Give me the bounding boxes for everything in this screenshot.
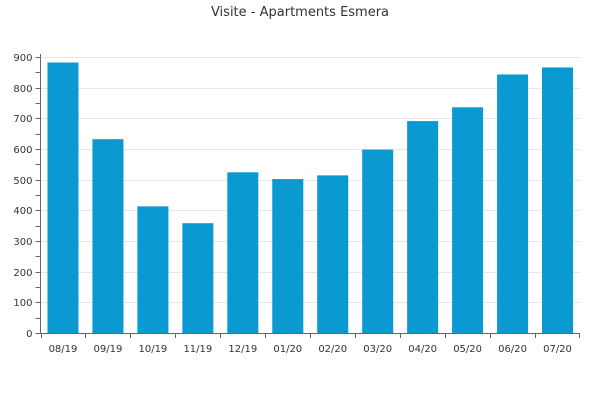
bar (317, 175, 349, 333)
x-tick-label: 11/19 (183, 344, 212, 355)
bar (362, 149, 394, 333)
y-tick-label: 0 (26, 329, 32, 340)
axes (35, 54, 580, 338)
y-tick-label: 900 (13, 53, 32, 64)
x-tick-label: 04/20 (408, 344, 437, 355)
y-tick-label: 700 (13, 114, 32, 125)
x-tick-label: 05/20 (453, 344, 482, 355)
x-tick-label: 06/20 (498, 344, 527, 355)
bar (137, 206, 169, 333)
bar (47, 62, 79, 334)
bars (47, 62, 574, 334)
x-tick-label: 03/20 (363, 344, 392, 355)
bar (272, 179, 304, 333)
bar (452, 107, 484, 333)
chart-title: Visite - Apartments Esmera (211, 5, 389, 20)
x-tick-label: 09/19 (94, 344, 123, 355)
x-tick-label: 08/19 (49, 344, 78, 355)
bar (182, 223, 214, 333)
x-tick-label: 02/20 (318, 344, 347, 355)
y-tick-label: 800 (13, 84, 32, 95)
x-tick-label: 10/19 (138, 344, 167, 355)
bar (497, 74, 529, 333)
bar (227, 172, 259, 333)
grid-lines (40, 57, 580, 303)
y-tick-label: 400 (13, 206, 32, 217)
bar (542, 67, 574, 333)
tick-labels: 0 100 200 300 400 500 600 700 800 900 08/19 09/19 10… (13, 53, 572, 355)
x-tick-label: 12/19 (228, 344, 257, 355)
y-tick-label: 600 (13, 145, 32, 156)
x-tick-label: 01/20 (273, 344, 302, 355)
y-tick-label: 200 (13, 268, 32, 279)
x-tick-label: 07/20 (543, 344, 572, 355)
y-tick-label: 300 (13, 237, 32, 248)
y-tick-label: 100 (13, 298, 32, 309)
y-tick-label: 500 (13, 176, 32, 187)
bar (92, 139, 124, 333)
bar (407, 121, 439, 334)
